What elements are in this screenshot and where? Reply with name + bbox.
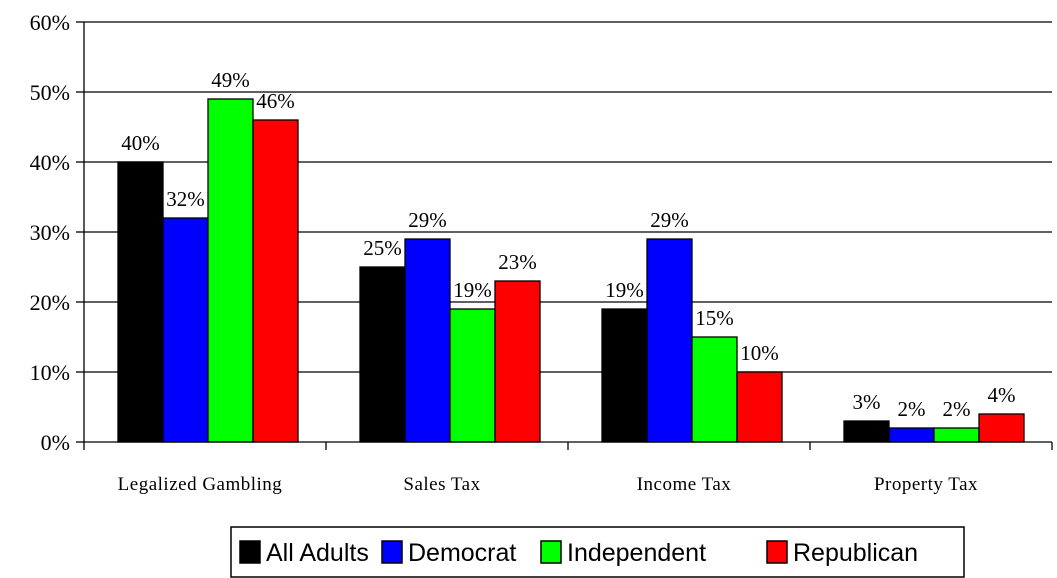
data-label: 49%: [211, 68, 250, 92]
bar-democrat: [646, 238, 693, 443]
data-label: 29%: [650, 208, 689, 232]
y-tick-label: 20%: [30, 290, 70, 315]
data-label: 46%: [256, 89, 295, 113]
x-category-label: Property Tax: [874, 474, 978, 495]
data-label: 3%: [853, 390, 881, 414]
y-tick-label: 10%: [30, 360, 70, 385]
data-labels: 40% 25% 19% 3% 32% 29% 29% 2% 49% 19% 15% 2% 46% 23% 1…: [121, 68, 1015, 421]
y-tick-label: 30%: [30, 220, 70, 245]
y-axis-ticks: 0% 10% 20% 30% 40% 50% 60%: [30, 10, 84, 455]
legend-swatch: [766, 540, 788, 564]
legend-swatch: [540, 540, 562, 564]
bar-independent: [449, 308, 496, 443]
bars: [117, 98, 1025, 443]
y-tick-label: 40%: [30, 150, 70, 175]
bar-republican: [736, 371, 783, 443]
legend: All Adults Democrat Independent Republican: [230, 526, 965, 578]
bar-democrat: [404, 238, 451, 443]
y-tick-label: 0%: [41, 430, 70, 455]
bar-democrat: [162, 217, 209, 443]
legend-label: Republican: [793, 539, 918, 567]
legend-box: [230, 526, 965, 578]
data-label: 29%: [408, 208, 447, 232]
bar-republican: [252, 119, 299, 443]
data-label: 15%: [695, 306, 734, 330]
legend-swatch: [239, 540, 261, 564]
bar-all-adults: [843, 420, 890, 443]
data-label: 4%: [988, 383, 1016, 407]
x-category-label: Legalized Gambling: [118, 474, 283, 495]
y-tick-label: 60%: [30, 10, 70, 35]
data-label: 2%: [898, 397, 926, 421]
data-label: 19%: [453, 278, 492, 302]
y-tick-label: 50%: [30, 80, 70, 105]
bar-all-adults: [117, 161, 164, 443]
bar-democrat: [888, 427, 935, 443]
x-category-label: Sales Tax: [403, 474, 480, 495]
legend-label: All Adults: [266, 539, 369, 567]
bar-all-adults: [601, 308, 648, 443]
legend-swatch: [381, 540, 403, 564]
bar-independent: [691, 336, 738, 443]
data-label: 40%: [121, 131, 160, 155]
data-label: 25%: [363, 236, 402, 260]
legend-label: Independent: [567, 539, 706, 567]
legend-label: Democrat: [408, 539, 516, 567]
x-category-label: Income Tax: [637, 474, 732, 495]
bar-all-adults: [359, 266, 406, 443]
data-label: 10%: [740, 341, 779, 365]
data-label: 19%: [605, 278, 644, 302]
bar-independent: [933, 427, 980, 443]
bar-republican: [494, 280, 541, 443]
data-label: 23%: [498, 250, 537, 274]
data-label: 2%: [943, 397, 971, 421]
x-axis-categories: Legalized Gambling Sales Tax Income Tax Pro…: [83, 442, 1053, 495]
bar-independent: [207, 98, 254, 443]
bar-republican: [978, 413, 1025, 443]
data-label: 32%: [166, 187, 205, 211]
